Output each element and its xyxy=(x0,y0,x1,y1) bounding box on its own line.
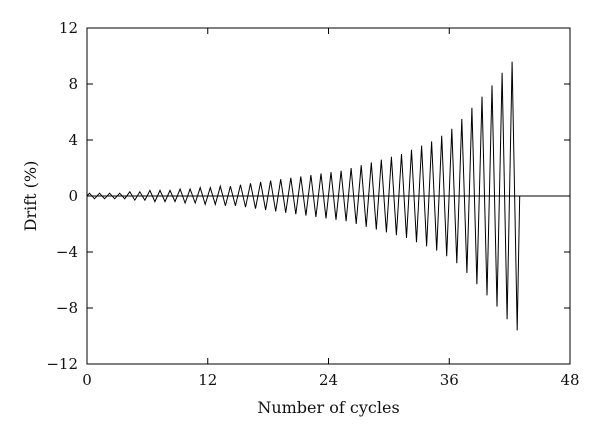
x-tick-label: 24 xyxy=(319,371,338,389)
y-tick-label: 4 xyxy=(68,131,78,149)
drift-series-line xyxy=(86,61,521,331)
y-tick-label: −4 xyxy=(56,243,78,261)
y-tick-label: 8 xyxy=(68,75,78,93)
x-tick-label: 48 xyxy=(560,371,579,389)
y-tick-label: 12 xyxy=(59,19,78,37)
x-axis-title: Number of cycles xyxy=(257,398,399,417)
y-axis-title: Drift (%) xyxy=(21,161,40,232)
y-tick-label: 0 xyxy=(68,187,78,205)
x-axis: 0 12 24 36 48 xyxy=(82,28,580,389)
x-tick-label: 36 xyxy=(440,371,459,389)
y-tick-label: −8 xyxy=(56,299,78,317)
x-tick-label: 12 xyxy=(198,371,217,389)
y-axis: 12 8 4 0 −4 −8 −12 xyxy=(46,19,570,373)
x-tick-label: 0 xyxy=(82,371,92,389)
y-tick-label: −12 xyxy=(46,355,78,373)
